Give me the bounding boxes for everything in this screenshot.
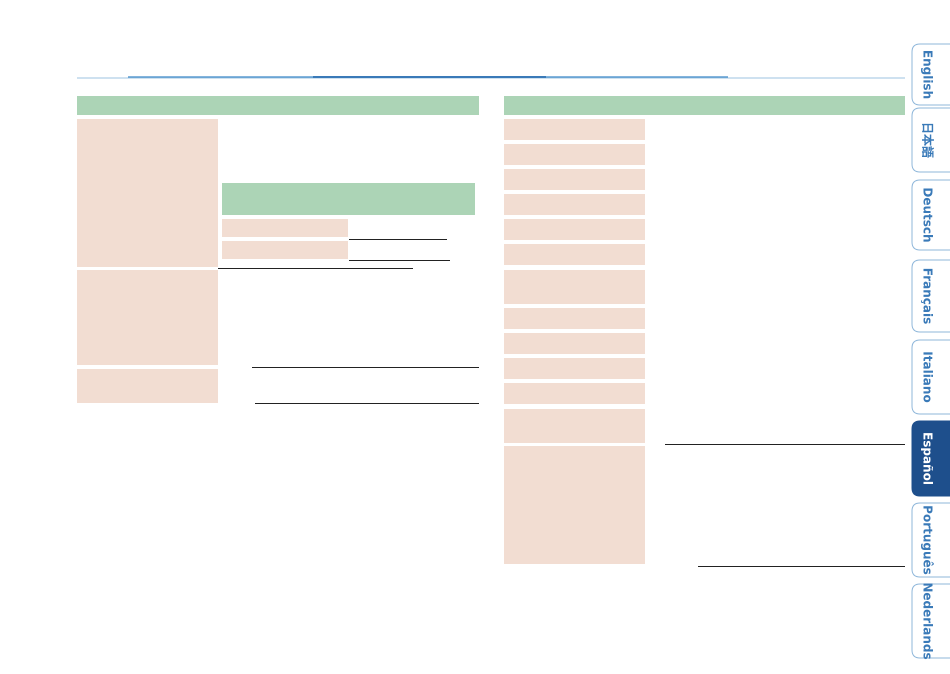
language-tab[interactable] [911, 583, 950, 659]
language-tab-label[interactable]: Español [921, 432, 935, 485]
language-tab-label[interactable]: 日本語 [921, 122, 936, 158]
language-tab[interactable] [911, 179, 950, 251]
language-tab-label[interactable]: Italiano [921, 351, 935, 402]
left-table [77, 96, 479, 404]
language-tab[interactable] [911, 339, 950, 415]
language-tabs: English 日本語 Deutsch Français Italiano Español… [911, 43, 950, 660]
language-tab-label[interactable]: Português [921, 505, 935, 575]
language-tab[interactable] [911, 43, 950, 106]
right-table [504, 96, 905, 567]
language-tab[interactable] [911, 107, 950, 173]
language-tab-label[interactable]: Nederlands [921, 582, 935, 659]
language-tab-label[interactable]: Français [921, 268, 935, 324]
language-tab[interactable] [911, 502, 950, 578]
language-tab[interactable] [911, 259, 950, 333]
header-rule [77, 76, 905, 79]
language-tab-label[interactable]: Deutsch [921, 187, 935, 242]
language-tab-label[interactable]: English [921, 50, 935, 99]
language-tab[interactable] [911, 420, 950, 497]
